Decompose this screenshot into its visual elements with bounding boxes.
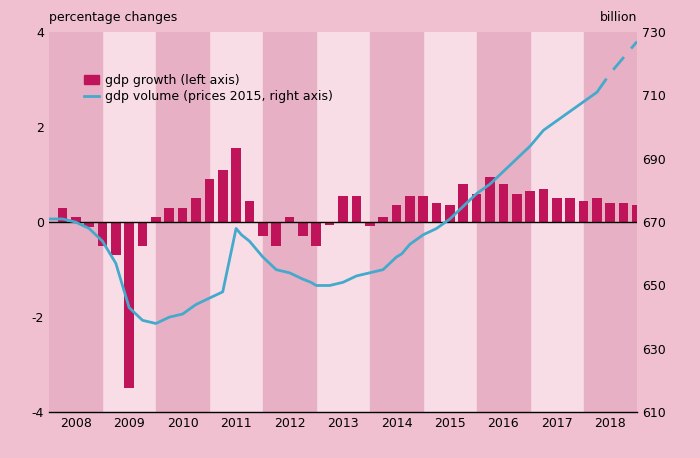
- Bar: [432, 203, 442, 222]
- Bar: [151, 218, 161, 222]
- Bar: [592, 198, 602, 222]
- Bar: [285, 218, 295, 222]
- Bar: [525, 191, 535, 222]
- Bar: [579, 201, 589, 222]
- Bar: [445, 206, 455, 222]
- Bar: [351, 196, 361, 222]
- Bar: [312, 222, 321, 246]
- Bar: [84, 222, 94, 227]
- Bar: [244, 201, 254, 222]
- Bar: [566, 198, 575, 222]
- Bar: [584, 32, 637, 412]
- Bar: [164, 208, 174, 222]
- Bar: [378, 218, 388, 222]
- Bar: [102, 32, 156, 412]
- Bar: [606, 203, 615, 222]
- Bar: [498, 184, 508, 222]
- Bar: [138, 222, 148, 246]
- Bar: [298, 222, 308, 236]
- Bar: [71, 218, 80, 222]
- Bar: [632, 206, 642, 222]
- Bar: [262, 32, 316, 412]
- Bar: [316, 32, 370, 412]
- Bar: [272, 222, 281, 246]
- Bar: [391, 206, 401, 222]
- Legend: gdp growth (left axis), gdp volume (prices 2015, right axis): gdp growth (left axis), gdp volume (pric…: [79, 69, 338, 109]
- Bar: [619, 203, 629, 222]
- Bar: [338, 196, 348, 222]
- Bar: [538, 189, 548, 222]
- Bar: [218, 170, 228, 222]
- Bar: [57, 208, 67, 222]
- Bar: [477, 32, 530, 412]
- Bar: [424, 32, 477, 412]
- Bar: [258, 222, 267, 236]
- Text: percentage changes: percentage changes: [49, 11, 177, 24]
- Bar: [97, 222, 107, 246]
- Bar: [209, 32, 262, 412]
- Bar: [365, 222, 374, 226]
- Bar: [111, 222, 120, 256]
- Bar: [552, 198, 561, 222]
- Bar: [405, 196, 414, 222]
- Bar: [231, 148, 241, 222]
- Bar: [485, 177, 495, 222]
- Bar: [156, 32, 209, 412]
- Bar: [419, 196, 428, 222]
- Bar: [458, 184, 468, 222]
- Bar: [204, 180, 214, 222]
- Bar: [191, 198, 201, 222]
- Bar: [370, 32, 424, 412]
- Bar: [530, 32, 584, 412]
- Bar: [49, 32, 102, 412]
- Bar: [178, 208, 188, 222]
- Text: billion: billion: [600, 11, 637, 24]
- Bar: [325, 222, 335, 224]
- Bar: [472, 194, 482, 222]
- Bar: [512, 194, 522, 222]
- Bar: [125, 222, 134, 388]
